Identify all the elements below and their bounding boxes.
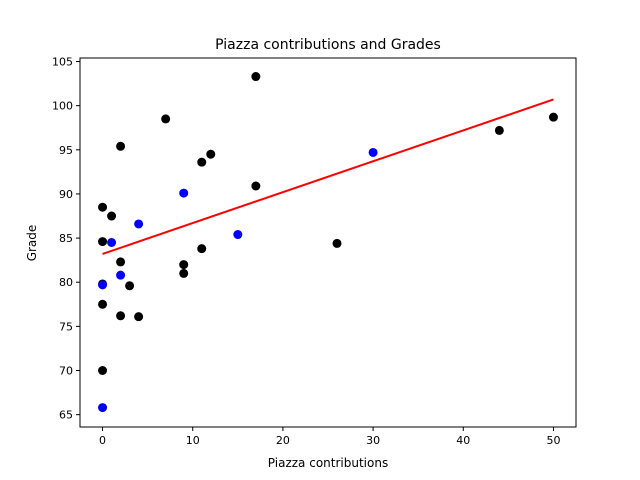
data-point — [125, 281, 135, 291]
data-point — [368, 147, 378, 157]
plot-frame — [79, 57, 577, 428]
y-tick-label: 75 — [59, 320, 73, 333]
data-point — [179, 188, 189, 198]
data-point — [98, 299, 108, 309]
data-point — [116, 257, 126, 267]
data-point — [107, 238, 117, 247]
data-point — [134, 312, 144, 322]
x-tick-label: 20 — [276, 434, 290, 447]
data-point — [179, 260, 189, 270]
data-point — [98, 202, 108, 212]
y-tick-label: 105 — [52, 56, 73, 69]
data-point — [98, 280, 108, 290]
trend-line — [102, 98, 554, 255]
x-tick-label: 10 — [186, 434, 200, 447]
y-tick-label: 95 — [59, 144, 73, 157]
y-tick-label: 90 — [59, 188, 73, 201]
data-point — [197, 157, 207, 167]
x-axis: 0 10 20 30 40 50 — [99, 427, 560, 447]
data-point — [494, 125, 504, 135]
y-axis: 65 70 75 80 85 90 95 100 105 — [52, 56, 80, 422]
plot-area — [98, 72, 558, 413]
data-point — [116, 311, 126, 321]
y-tick-label: 65 — [59, 409, 73, 422]
x-axis-label: Piazza contributions — [268, 456, 388, 470]
data-point — [548, 112, 558, 122]
y-tick-label: 85 — [59, 232, 73, 245]
data-point — [197, 244, 207, 254]
data-point — [107, 211, 117, 221]
data-point — [206, 149, 216, 159]
x-tick-label: 0 — [99, 434, 106, 447]
chart-title: Piazza contributions and Grades — [215, 37, 441, 53]
y-axis-label: Grade — [25, 225, 39, 262]
data-point — [98, 403, 108, 413]
data-point — [332, 238, 342, 248]
data-point — [179, 268, 189, 278]
y-tick-label: 70 — [59, 365, 73, 378]
data-point — [116, 141, 126, 151]
x-tick-label: 40 — [456, 434, 470, 447]
data-point — [116, 270, 126, 280]
x-tick-label: 30 — [366, 434, 380, 447]
data-point — [161, 114, 171, 124]
data-point — [98, 366, 108, 376]
data-point — [251, 181, 261, 191]
y-tick-label: 80 — [59, 276, 73, 289]
data-point — [233, 230, 243, 240]
data-point — [98, 237, 108, 247]
y-tick-label: 100 — [52, 100, 73, 113]
x-tick-label: 50 — [546, 434, 560, 447]
data-point — [134, 219, 144, 229]
data-point — [251, 72, 261, 82]
